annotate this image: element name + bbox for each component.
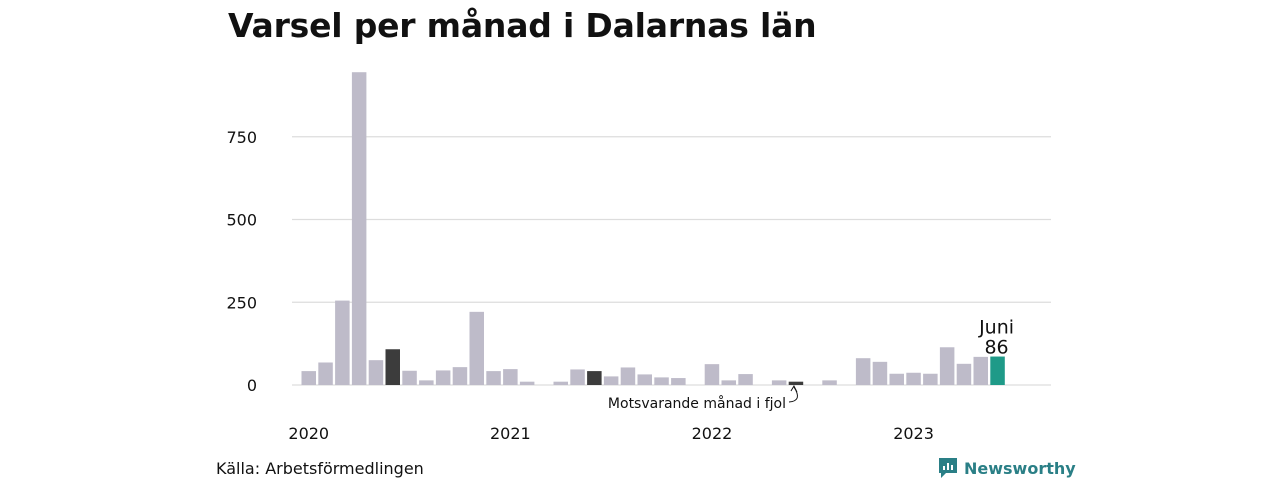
x-tick-label: 2022 bbox=[692, 424, 733, 443]
x-tick-label: 2020 bbox=[288, 424, 329, 443]
brand-name: Newsworthy bbox=[964, 458, 1076, 478]
bar bbox=[771, 380, 787, 385]
bar bbox=[469, 311, 484, 385]
bar bbox=[620, 367, 636, 385]
grid-lines bbox=[292, 136, 1051, 386]
bar bbox=[923, 373, 938, 385]
bar bbox=[822, 380, 837, 385]
bar bbox=[553, 381, 568, 385]
y-tick-label: 750 bbox=[226, 128, 257, 147]
bar bbox=[956, 363, 972, 385]
bar bbox=[402, 370, 417, 385]
x-tick-label: 2021 bbox=[490, 424, 531, 443]
bar bbox=[654, 377, 669, 385]
bar bbox=[939, 347, 955, 385]
bar bbox=[704, 364, 720, 385]
y-tick-label: 500 bbox=[226, 211, 257, 230]
bar bbox=[855, 358, 871, 385]
bar bbox=[503, 369, 518, 385]
bar bbox=[671, 378, 686, 385]
bar bbox=[603, 376, 619, 385]
annotation-label: Motsvarande månad i fjol bbox=[608, 395, 786, 412]
bar bbox=[738, 374, 753, 385]
x-axis-labels: 2020 2021 2022 2023 bbox=[288, 424, 934, 443]
y-axis-labels: 0 250 500 750 bbox=[226, 128, 257, 395]
bar bbox=[721, 380, 736, 385]
newsworthy-icon bbox=[939, 458, 957, 478]
source-label: Källa: Arbetsförmedlingen bbox=[216, 459, 424, 478]
bar bbox=[872, 361, 888, 385]
bar bbox=[368, 360, 384, 385]
y-tick-label: 250 bbox=[226, 293, 257, 312]
brand-logo[interactable]: Newsworthy bbox=[938, 457, 1076, 479]
x-tick-label: 2023 bbox=[893, 424, 934, 443]
bar bbox=[637, 374, 652, 385]
current-value-label: 86 bbox=[984, 337, 1008, 359]
bar bbox=[990, 356, 1005, 385]
bar bbox=[351, 72, 367, 385]
bar bbox=[587, 371, 602, 385]
y-tick-label: 0 bbox=[247, 376, 257, 395]
bar bbox=[435, 370, 451, 385]
annotation-arrowhead bbox=[790, 384, 798, 393]
bar bbox=[419, 380, 434, 385]
bar bbox=[486, 371, 501, 385]
bar bbox=[570, 369, 585, 385]
bar bbox=[385, 349, 400, 385]
bar bbox=[519, 381, 535, 385]
bar bbox=[335, 300, 350, 385]
current-month-label: Juni bbox=[978, 317, 1014, 339]
bar bbox=[906, 372, 921, 385]
bar bbox=[973, 356, 988, 385]
bar bbox=[318, 362, 333, 385]
annotation-arrow bbox=[788, 386, 798, 403]
bars bbox=[301, 72, 1005, 385]
chart-title: Varsel per månad i Dalarnas län bbox=[228, 6, 817, 45]
bar bbox=[788, 381, 804, 385]
bar bbox=[452, 367, 468, 385]
bar bbox=[301, 371, 316, 385]
bar bbox=[889, 373, 904, 385]
